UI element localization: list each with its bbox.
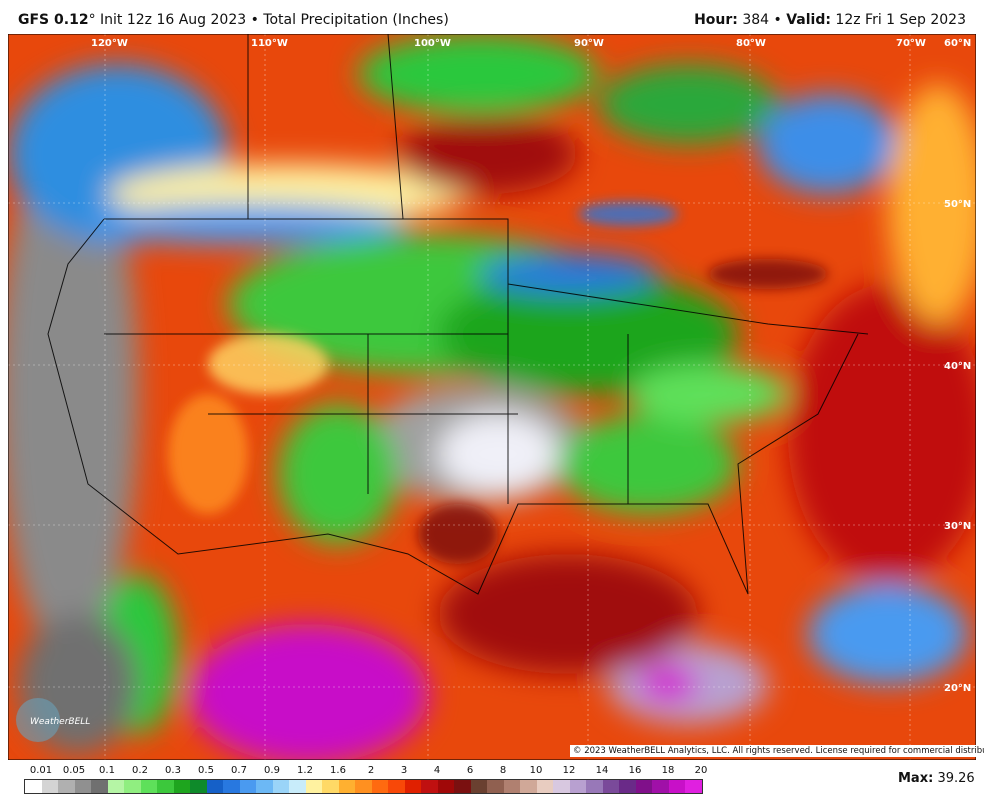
max: Max: 39.26 (898, 771, 975, 786)
colorbar-label: 10 (529, 765, 543, 776)
hour: 384 (742, 12, 770, 28)
color-swatch (454, 780, 471, 793)
color-swatch (569, 780, 586, 793)
max-label: Max: (898, 771, 934, 786)
title: GFS 0.12° Init 12z 16 Aug 2023 • Total P… (18, 12, 449, 28)
degree: ° (88, 12, 96, 28)
color-swatch (685, 780, 702, 793)
color-swatch (256, 780, 273, 793)
color-swatch (289, 780, 306, 793)
color-swatch (25, 780, 42, 793)
color-swatch (602, 780, 619, 793)
colorbar-label: 0.7 (231, 765, 247, 776)
color-swatch (470, 780, 487, 793)
colorbar-label: 0.3 (165, 765, 181, 776)
color-swatch (503, 780, 520, 793)
init: Init 12z 16 Aug 2023 • Total Precipitati… (100, 12, 449, 28)
precip-field (8, 34, 976, 760)
color-swatch (41, 780, 58, 793)
color-swatch (586, 780, 603, 793)
color-swatch (58, 780, 75, 793)
map: 120°W 110°W 100°W 90°W 80°W 70°W 60°N 50°N 40°N 3… (8, 34, 976, 760)
longitude-label: 80°W (736, 38, 766, 49)
colorbar-label: 6 (466, 765, 474, 776)
valid-time: Hour: 384 • Valid: 12z Fri 1 Sep 2023 (694, 12, 966, 28)
colorbar-label: 2 (367, 765, 375, 776)
latitude-label: 30°N (944, 521, 971, 532)
copyright: © 2023 WeatherBELL Analytics, LLC. All r… (570, 745, 984, 757)
logo-text: WeatherBELL (30, 717, 90, 727)
color-swatch (305, 780, 322, 793)
color-swatch (190, 780, 207, 793)
hour-label: Hour: (694, 12, 738, 28)
valid: 12z Fri 1 Sep 2023 (835, 12, 966, 28)
color-swatch (173, 780, 190, 793)
colorbar-label: 20 (694, 765, 708, 776)
valid-label: Valid: (786, 12, 831, 28)
colorbar-label: 1.2 (297, 765, 313, 776)
colorbar-label: 0.01 (29, 765, 53, 776)
color-swatch (272, 780, 289, 793)
color-swatch (635, 780, 652, 793)
color-swatch (652, 780, 669, 793)
longitude-label: 70°W (896, 38, 926, 49)
colorbar-label: 16 (628, 765, 642, 776)
color-swatch (206, 780, 223, 793)
colorbar-label: 3 (400, 765, 408, 776)
longitude-label: 100°W (414, 38, 451, 49)
color-swatch (487, 780, 504, 793)
latitude-label: 40°N (944, 361, 971, 372)
color-swatch (421, 780, 438, 793)
latitude-label: 20°N (944, 683, 971, 694)
longitude-label: 90°W (574, 38, 604, 49)
colorbar-label: 12 (562, 765, 576, 776)
color-swatch (668, 780, 685, 793)
colorbar-label: 8 (499, 765, 507, 776)
color-swatch (553, 780, 570, 793)
color-swatch (140, 780, 157, 793)
model: GFS 0.12 (18, 12, 89, 28)
colorbar-label: 0.05 (62, 765, 86, 776)
color-swatch (404, 780, 421, 793)
color-swatch (338, 780, 355, 793)
color-swatch (239, 780, 256, 793)
color-swatch (91, 780, 108, 793)
color-swatch (388, 780, 405, 793)
color-swatch (619, 780, 636, 793)
latitude-label: 60°N (944, 38, 971, 49)
color-swatch (536, 780, 553, 793)
colorbar-label: 0.2 (132, 765, 148, 776)
color-swatch (520, 780, 537, 793)
colorbar-label: 0.1 (99, 765, 115, 776)
longitude-label: 110°W (251, 38, 288, 49)
color-swatch (124, 780, 141, 793)
color-swatch (371, 780, 388, 793)
colorbar-label: 0.9 (264, 765, 280, 776)
colorbar-label: 0.5 (198, 765, 214, 776)
colorbar-label: 18 (661, 765, 675, 776)
color-swatch (157, 780, 174, 793)
logo: WeatherBELL (16, 698, 90, 742)
colorbar-label: 4 (433, 765, 441, 776)
colorbar-label: 1.6 (330, 765, 346, 776)
color-swatch (322, 780, 339, 793)
color-swatch (107, 780, 124, 793)
longitude-label: 120°W (91, 38, 128, 49)
color-swatch (437, 780, 454, 793)
max-value: 39.26 (937, 771, 975, 786)
colorbar (24, 779, 703, 794)
color-swatch (223, 780, 240, 793)
color-swatch (74, 780, 91, 793)
color-swatch (355, 780, 372, 793)
colorbar-label: 14 (595, 765, 609, 776)
latitude-label: 50°N (944, 199, 971, 210)
separator: • (773, 12, 782, 28)
